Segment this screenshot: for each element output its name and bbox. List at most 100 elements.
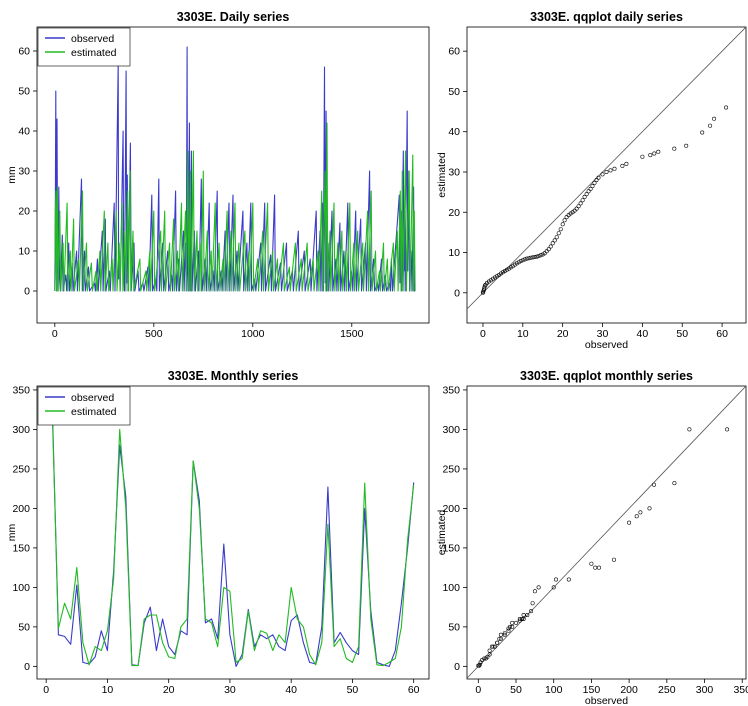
scatter-point xyxy=(651,482,656,487)
scatter-point xyxy=(477,662,482,667)
scatter-point xyxy=(502,632,507,637)
x-tick-label: 40 xyxy=(637,328,649,340)
scatter-point xyxy=(495,640,500,645)
qqplot-monthly-panel: 3303E. qqplot monthly series 0 50 100 150 200… xyxy=(436,369,748,706)
scatter-point xyxy=(536,254,541,259)
legend-label: estimated xyxy=(71,47,117,59)
scatter-point xyxy=(522,257,527,262)
scatter-point xyxy=(580,198,585,203)
scatter-point xyxy=(532,589,537,594)
series-line-observed xyxy=(54,46,416,292)
x-axis-label: observed xyxy=(585,695,628,706)
plot-area xyxy=(54,46,416,292)
plot-area xyxy=(467,386,746,679)
scatter-point xyxy=(611,557,616,562)
chart-title: 3303E. Daily series xyxy=(177,10,290,24)
scatter-point xyxy=(612,166,617,171)
x-tick-label: 0 xyxy=(475,684,481,696)
x-tick-label: 0 xyxy=(480,328,486,340)
y-tick-label: 10 xyxy=(448,247,460,259)
scatter-point xyxy=(708,123,713,128)
scatter-point xyxy=(604,170,609,175)
scatter-point xyxy=(550,241,555,246)
scatter-point xyxy=(512,262,517,267)
identity-line xyxy=(467,27,746,310)
y-tick-label: 60 xyxy=(18,46,30,58)
scatter-point xyxy=(620,163,625,168)
scatter-point xyxy=(489,644,494,649)
scatter-point xyxy=(482,283,487,288)
scatter-point xyxy=(590,184,595,189)
scatter-point xyxy=(551,585,556,590)
scatter-point xyxy=(638,510,643,515)
x-tick-label: 1000 xyxy=(241,328,265,340)
x-tick-label: 0 xyxy=(52,328,58,340)
scatter-point xyxy=(564,215,569,220)
scatter-point xyxy=(582,194,587,199)
scatter-point xyxy=(487,648,492,653)
scatter-point xyxy=(508,265,513,270)
scatter-point xyxy=(510,620,515,625)
y-tick-label: 50 xyxy=(18,621,30,633)
x-tick-label: 50 xyxy=(347,684,359,696)
scatter-point xyxy=(608,168,613,173)
x-tick-label: 250 xyxy=(658,684,676,696)
plot-frame xyxy=(36,385,430,680)
scatter-point xyxy=(529,609,534,614)
scatter-point xyxy=(687,427,692,432)
y-axis-label: mm xyxy=(6,166,18,184)
scatter-point xyxy=(572,208,577,213)
scatter-point xyxy=(498,636,503,641)
scatter-point xyxy=(652,151,657,156)
x-tick-label: 1500 xyxy=(340,328,364,340)
x-tick-label: 20 xyxy=(163,684,175,696)
scatter-point xyxy=(672,146,677,151)
x-tick-label: 60 xyxy=(408,684,420,696)
scatter-point xyxy=(560,222,565,227)
scatter-point xyxy=(492,275,497,280)
scatter-point xyxy=(532,255,537,260)
scatter-point xyxy=(477,663,482,668)
plot-area xyxy=(51,405,415,667)
scatter-point xyxy=(519,616,524,621)
y-tick-label: 150 xyxy=(442,542,460,554)
scatter-point xyxy=(530,255,535,260)
scatter-point xyxy=(517,616,522,621)
scatter-point xyxy=(554,235,559,240)
legend-label: observed xyxy=(71,392,114,404)
scatter-point xyxy=(578,201,583,206)
scatter-point xyxy=(514,261,519,266)
scatter-point xyxy=(593,565,598,570)
y-tick-label: 50 xyxy=(18,86,30,98)
identity-line xyxy=(467,386,746,679)
x-axis-label: observed xyxy=(585,339,628,351)
scatter-point xyxy=(544,249,549,254)
scatter-point xyxy=(574,206,579,211)
scatter-point xyxy=(528,255,533,260)
scatter-point xyxy=(556,231,561,236)
y-tick-label: 0 xyxy=(24,661,30,673)
x-tick-label: 10 xyxy=(517,328,529,340)
scatter-point xyxy=(624,161,629,166)
daily-series-panel: 3303E. Daily series 0 500 1000 1500 0 10 20 30 40… xyxy=(6,10,430,340)
scatter-point xyxy=(634,514,639,519)
y-tick-label: 20 xyxy=(18,206,30,218)
scatter-point xyxy=(712,116,717,121)
scatter-point xyxy=(491,644,496,649)
scatter-point xyxy=(684,143,689,148)
scatter-point xyxy=(534,254,539,259)
y-tick-label: 250 xyxy=(442,463,460,475)
scatter-point xyxy=(553,577,558,582)
scatter-point xyxy=(525,612,530,617)
scatter-point xyxy=(540,252,545,257)
scatter-point xyxy=(518,258,523,263)
y-tick-label: 60 xyxy=(448,46,460,58)
y-tick-label: 100 xyxy=(442,582,460,594)
y-axis-label: estimated xyxy=(436,152,448,198)
scatter-point xyxy=(647,506,652,511)
scatter-point xyxy=(521,612,526,617)
scatter-point xyxy=(482,285,487,290)
scatter-point xyxy=(485,654,490,659)
scatter-point xyxy=(596,175,601,180)
